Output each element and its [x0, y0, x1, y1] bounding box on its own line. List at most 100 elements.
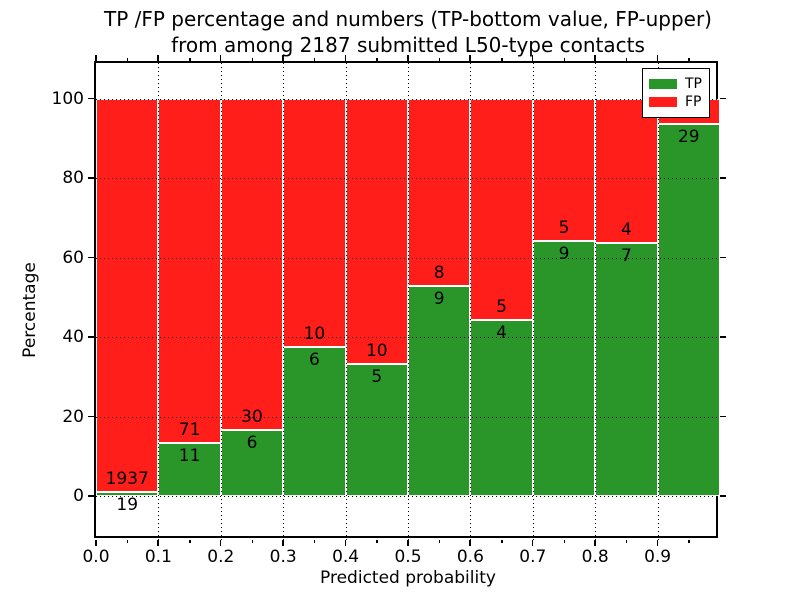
x-tick-major-bottom	[531, 540, 534, 546]
bar-label-fp: 1937	[105, 469, 149, 490]
x-tick-major-bottom	[95, 540, 97, 546]
x-tick-major-bottom	[656, 540, 659, 546]
y-tick-label: 40	[62, 327, 84, 348]
legend-swatch	[649, 79, 677, 89]
x-tick-minor-bottom	[625, 540, 628, 543]
x-tick-major-bottom	[282, 540, 284, 546]
x-tick-minor-top	[625, 58, 628, 61]
y-tick-label: 20	[62, 406, 84, 427]
bar-segment-fp	[96, 98, 159, 493]
chart-title-line-2: from among 2187 submitted L50-type conta…	[171, 33, 645, 57]
y-tick-major-left	[88, 177, 94, 179]
x-tick-minor-bottom	[251, 540, 253, 543]
gridline-vertical	[470, 63, 472, 540]
x-tick-minor-top	[251, 58, 253, 61]
x-tick-label: 0.9	[644, 547, 672, 567]
gridline-vertical	[408, 63, 409, 540]
bar-segment-tp	[158, 442, 221, 497]
x-tick-major-top	[157, 55, 159, 61]
bar-label-fp: 10	[365, 340, 388, 361]
gridline-vertical	[532, 63, 534, 540]
bar-label-tp: 29	[677, 127, 700, 148]
x-tick-minor-bottom	[563, 540, 565, 543]
y-tick-label: 100	[51, 88, 84, 109]
x-tick-minor-top	[501, 58, 503, 61]
bar-label-fp: 30	[241, 407, 263, 428]
x-tick-major-top	[531, 55, 534, 61]
x-tick-label: 0.0	[82, 547, 110, 567]
bar-label-tp: 4	[496, 322, 507, 343]
y-tick-major-right	[720, 97, 726, 100]
gridline-vertical	[220, 63, 222, 540]
y-tick-major-right	[720, 256, 726, 259]
x-tick-label: 0.6	[456, 547, 484, 567]
y-tick-major-right	[720, 495, 726, 497]
x-tick-minor-bottom	[376, 540, 378, 543]
x-tick-major-bottom	[157, 540, 159, 546]
y-tick-major-right	[720, 336, 726, 338]
bar-segment-tp	[657, 124, 720, 497]
bar-segment-tp	[470, 319, 533, 497]
legend-label: FP	[685, 94, 702, 110]
bar-segment-tp	[408, 285, 471, 497]
legend-swatch	[649, 97, 677, 107]
bar-label-fp: 5	[558, 217, 570, 238]
x-tick-minor-top	[126, 58, 129, 61]
y-tick-major-right	[720, 415, 726, 418]
y-tick-major-left	[88, 97, 94, 100]
x-tick-major-bottom	[594, 540, 596, 546]
bar-label-tp: 19	[116, 495, 139, 516]
x-tick-minor-top	[563, 58, 565, 61]
bar-segment-tp	[595, 243, 658, 497]
x-tick-minor-top	[313, 58, 316, 61]
x-tick-minor-bottom	[189, 540, 191, 543]
x-tick-major-top	[469, 55, 471, 61]
bar-segment-tp	[220, 430, 284, 497]
x-tick-major-top	[407, 55, 409, 61]
bar-label-fp: 71	[178, 419, 201, 440]
y-tick-major-left	[88, 415, 94, 418]
x-tick-major-bottom	[344, 540, 347, 546]
bar-label-fp: 10	[303, 324, 326, 345]
gridline-vertical	[345, 63, 347, 540]
x-tick-minor-bottom	[313, 540, 316, 543]
x-tick-label: 0.3	[269, 547, 297, 567]
x-tick-minor-bottom	[688, 540, 690, 543]
bar-label-tp: 5	[371, 366, 383, 387]
bar-segment-tp	[96, 492, 159, 497]
gridline-vertical	[657, 63, 659, 540]
x-tick-major-bottom	[469, 540, 471, 546]
bar-segment-fp	[283, 98, 346, 348]
x-tick-minor-top	[688, 58, 690, 61]
x-tick-label: 0.7	[519, 547, 547, 567]
legend-label: TP	[685, 76, 702, 92]
x-tick-label: 0.5	[394, 547, 422, 567]
x-tick-label: 0.8	[581, 547, 609, 567]
y-tick-major-left	[88, 336, 94, 338]
bar-label-tp: 6	[308, 350, 320, 371]
x-tick-label: 0.4	[332, 547, 360, 567]
bar-segment-fp	[470, 98, 533, 320]
y-tick-major-left	[88, 256, 94, 259]
x-tick-major-top	[594, 55, 596, 61]
gridline-vertical	[595, 63, 597, 540]
y-tick-label: 0	[73, 486, 84, 507]
y-tick-label: 60	[62, 247, 84, 268]
bar-label-fp: 5	[496, 296, 507, 317]
x-tick-major-bottom	[407, 540, 409, 546]
bar-segment-fp	[158, 98, 221, 443]
bar-label-tp: 7	[620, 246, 632, 267]
y-tick-major-left	[88, 495, 94, 497]
x-tick-major-top	[656, 55, 659, 61]
x-tick-major-top	[282, 55, 284, 61]
legend-entry: TP	[649, 76, 703, 92]
x-tick-major-top	[95, 55, 97, 61]
legend: TP FP	[642, 68, 710, 118]
bar-segment-fp	[220, 98, 284, 431]
x-tick-label: 0.1	[144, 547, 172, 567]
x-tick-label: 0.2	[207, 547, 235, 567]
x-tick-minor-bottom	[438, 540, 441, 543]
x-tick-major-top	[219, 55, 222, 61]
